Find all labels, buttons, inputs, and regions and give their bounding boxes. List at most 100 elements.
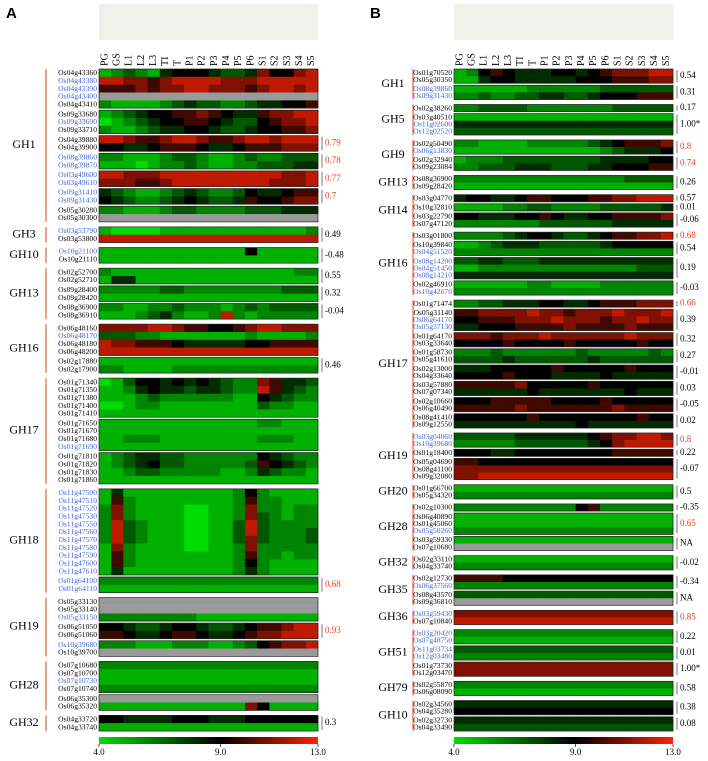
heat-cell	[454, 491, 467, 500]
heat-cell	[551, 652, 564, 661]
gene-label: Os07g48750	[413, 636, 452, 645]
gene-label: Os05g04690	[413, 457, 452, 466]
heat-cell	[563, 688, 576, 696]
heat-cell	[123, 715, 136, 724]
heat-cell	[648, 309, 662, 317]
heat-cell	[111, 143, 124, 152]
gene-label: Os06g37560	[413, 581, 452, 590]
heat-cell	[123, 117, 136, 127]
heat-cell	[245, 331, 258, 341]
heat-cell	[490, 332, 503, 340]
heat-cell	[257, 303, 270, 312]
heat-cell	[269, 661, 282, 670]
heat-cell	[648, 513, 662, 521]
heat-cell	[232, 669, 246, 678]
gene-label: Os09g28420	[413, 181, 452, 190]
gene-label: Os05g31140	[413, 308, 452, 317]
heat-cell	[269, 684, 282, 693]
heat-cell	[539, 491, 552, 500]
heat-cell	[269, 488, 282, 497]
heat-cell	[624, 232, 637, 240]
heat-cell	[220, 188, 234, 197]
heat-cell	[563, 287, 576, 296]
heat-cell	[527, 662, 540, 670]
heat-cell	[478, 323, 491, 331]
heat-cell	[159, 255, 173, 264]
heat-cell	[660, 491, 674, 500]
heat-cell	[123, 84, 136, 93]
heat-cell	[563, 264, 576, 273]
heat-cell	[478, 339, 491, 348]
heat-cell	[466, 413, 479, 422]
heat-cell	[612, 120, 625, 129]
heat-cell	[624, 681, 637, 689]
gene-label: Os04g33720	[58, 715, 97, 724]
heat-cell	[454, 472, 467, 480]
heat-cell	[612, 372, 625, 380]
heat-cell	[527, 503, 540, 512]
gene-label: Os11g47590	[58, 551, 97, 560]
heat-cell	[660, 645, 674, 654]
heat-cell	[636, 645, 649, 654]
heat-cell	[257, 584, 270, 593]
heat-cell	[293, 488, 307, 497]
heat-cell	[466, 182, 479, 190]
column-label: S5	[661, 55, 672, 66]
heat-cell	[99, 324, 112, 333]
correlation: 0.65	[680, 518, 696, 528]
heat-cell	[587, 688, 601, 696]
heat-cell	[490, 147, 503, 155]
heat-cell	[600, 681, 613, 689]
heat-cell	[490, 194, 503, 203]
heat-cell	[123, 452, 136, 461]
heat-cell	[624, 432, 637, 441]
heat-cell	[123, 512, 136, 521]
heat-cell	[563, 723, 576, 732]
heat-cell	[220, 178, 234, 187]
heat-cell	[257, 76, 270, 85]
heat-cell	[159, 623, 173, 632]
column-label: PG	[454, 53, 465, 66]
heat-cell	[269, 117, 282, 127]
heat-cell	[587, 449, 601, 457]
heat-cell	[478, 562, 491, 571]
heat-cell	[257, 365, 270, 374]
heat-cell	[660, 220, 674, 228]
heat-cell	[245, 559, 258, 568]
heat-cell	[269, 442, 282, 451]
block-border	[453, 348, 674, 364]
heat-cell	[147, 535, 161, 544]
heat-cell	[172, 419, 185, 428]
heat-cell	[269, 527, 282, 537]
heat-cell	[624, 591, 637, 599]
group-label: GH5	[381, 111, 404, 125]
heat-cell	[563, 520, 576, 528]
heat-cell	[587, 300, 601, 308]
heat-cell	[208, 188, 221, 197]
heat-cell	[636, 381, 649, 389]
heat-cell	[575, 220, 589, 228]
heat-cell	[660, 404, 674, 413]
heat-cell	[281, 434, 294, 444]
heat-cell	[208, 576, 221, 586]
heat-cell	[587, 175, 601, 183]
heat-cell	[245, 303, 258, 312]
heat-cell	[111, 715, 124, 724]
heat-cell	[99, 365, 112, 374]
heat-cell	[269, 567, 282, 576]
heat-cell	[147, 347, 161, 356]
heat-cell	[454, 662, 467, 670]
heat-cell	[281, 324, 294, 333]
heat-cell	[123, 723, 136, 732]
heat-cell	[587, 397, 601, 405]
heat-cell	[551, 85, 564, 93]
heat-cell	[563, 636, 576, 645]
heat-cell	[466, 365, 479, 373]
heat-cell	[135, 247, 148, 256]
heat-cell	[490, 113, 503, 122]
heat-cell	[636, 465, 649, 473]
heat-cell	[612, 280, 625, 289]
heat-cell	[660, 388, 674, 396]
heat-cell	[123, 357, 136, 366]
heat-cell	[293, 196, 307, 205]
